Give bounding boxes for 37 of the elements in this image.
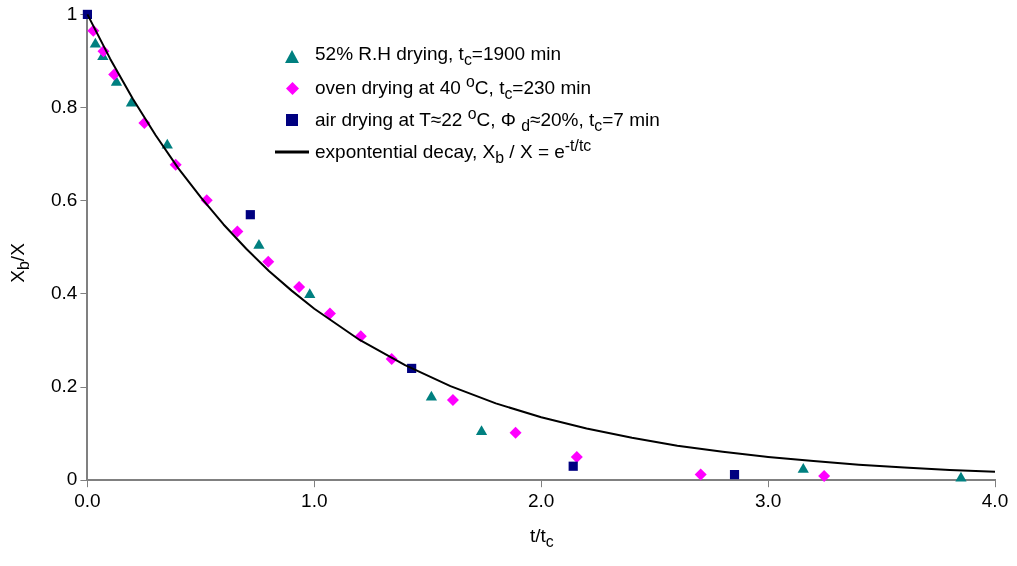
x-axis-title: t/t$_{c}$: [530, 525, 554, 551]
x-tick-label: 0.0: [74, 489, 101, 511]
point: [509, 426, 522, 439]
y-tick-label: 0.4: [50, 282, 78, 304]
y-tick-label: 0.8: [50, 95, 78, 117]
x-tick-label: 3.0: [754, 489, 782, 511]
x-tick-label: 2.0: [528, 489, 555, 511]
legend-label: air drying at T≈22 $^{o}$C, Φ $_{d}$≈20%, t$_{c}$=7 min: [315, 104, 660, 136]
point: [425, 390, 438, 401]
point: [245, 210, 255, 220]
point: [568, 461, 578, 471]
legend-label: 52% R.H drying, t$_{c}$=1900 min: [315, 43, 562, 69]
y-tick-label: 0.6: [50, 188, 78, 210]
legend-label: oven drying at 40 $^{o}$C, t$_{c}$=230 min: [315, 72, 592, 104]
point: [253, 238, 265, 249]
point: [475, 425, 488, 436]
point: [570, 450, 583, 463]
y-tick-label: 0.2: [50, 375, 78, 397]
point: [446, 394, 459, 407]
point: [293, 280, 306, 293]
y-tick-label: 1: [66, 2, 78, 24]
point: [797, 462, 809, 473]
point: [108, 68, 121, 81]
point: [729, 470, 740, 480]
point: [694, 468, 707, 481]
x-tick-label: 4.0: [981, 489, 1009, 511]
point: [955, 471, 967, 482]
legend-label: expontential decay, X$_{b}$ / X = e$^{-t/tc}$: [315, 136, 592, 168]
point: [231, 225, 244, 238]
point: [125, 96, 138, 107]
point: [323, 307, 336, 320]
y-tick-label: 0: [66, 468, 78, 490]
point: [262, 255, 275, 268]
x-tick-label: 1.0: [301, 489, 328, 511]
point: [818, 470, 831, 483]
point: [304, 288, 316, 299]
point: [89, 37, 101, 48]
